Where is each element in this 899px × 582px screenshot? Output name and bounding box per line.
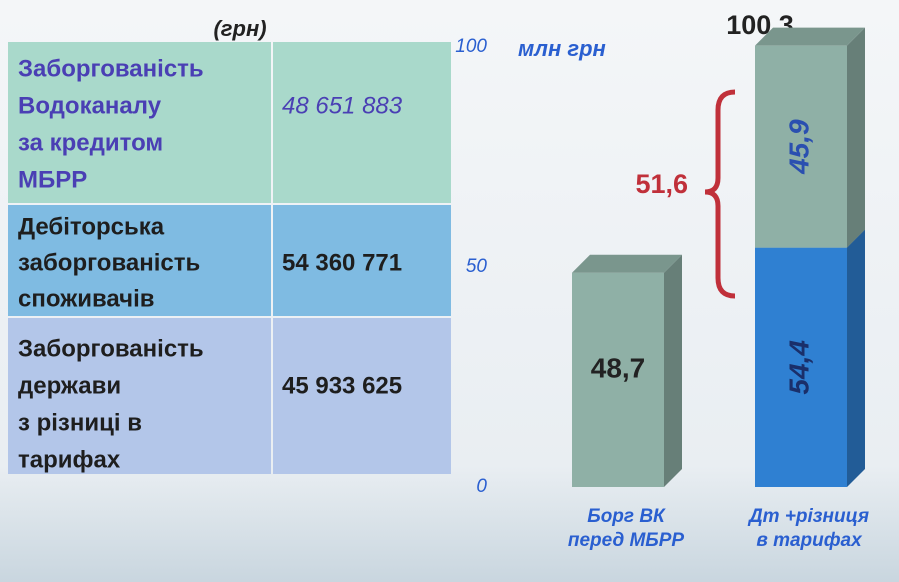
y-tick-label: 0 bbox=[476, 476, 487, 497]
row-label: заборгованість bbox=[18, 249, 200, 276]
table-cell bbox=[273, 42, 451, 203]
row-label: Водоканалу bbox=[18, 92, 162, 119]
row-value: 48 651 883 bbox=[282, 92, 403, 119]
table-cell bbox=[8, 42, 271, 203]
row-label: Заборгованість bbox=[18, 335, 204, 362]
row-label: держави bbox=[18, 372, 121, 399]
brace-label: 51,6 bbox=[635, 169, 688, 199]
row-label: Дебіторська bbox=[18, 213, 165, 240]
table-cell bbox=[273, 205, 451, 316]
table-header: (грн) bbox=[213, 16, 266, 41]
bar-top bbox=[572, 254, 682, 273]
bar-front bbox=[572, 272, 664, 487]
table-cell bbox=[8, 318, 271, 474]
table-cell bbox=[273, 318, 451, 474]
bar-front bbox=[755, 45, 847, 248]
bar-top bbox=[755, 27, 865, 46]
row-label: МБРР bbox=[18, 166, 87, 193]
y-tick-label: 50 bbox=[466, 256, 488, 277]
x-tick-label: Борг ВК bbox=[587, 506, 666, 527]
value-label: 48,7 bbox=[591, 352, 646, 383]
bar-side bbox=[847, 27, 865, 248]
value-label: 45,9 bbox=[783, 119, 814, 175]
x-tick-label: в тарифах bbox=[756, 530, 863, 551]
bar-side bbox=[664, 254, 682, 487]
row-label: з різниці в bbox=[18, 409, 142, 436]
bar-side bbox=[847, 229, 865, 487]
table-cell bbox=[8, 205, 271, 316]
row-label: тарифах bbox=[18, 446, 121, 473]
value-label: 54,4 bbox=[783, 340, 814, 395]
x-tick-label: перед МБРР bbox=[568, 530, 685, 551]
row-label: Заборгованість bbox=[18, 55, 204, 82]
row-label: за кредитом bbox=[18, 129, 163, 156]
row-value: 45 933 625 bbox=[282, 372, 402, 399]
x-tick-label: Дт +різниця bbox=[747, 506, 869, 527]
row-value: 54 360 771 bbox=[282, 249, 402, 276]
unit-label: млн грн bbox=[518, 36, 606, 61]
bar-front bbox=[755, 247, 847, 487]
brace bbox=[704, 89, 736, 299]
row-label: споживачів bbox=[18, 285, 155, 312]
y-tick-label: 100 bbox=[455, 36, 487, 57]
